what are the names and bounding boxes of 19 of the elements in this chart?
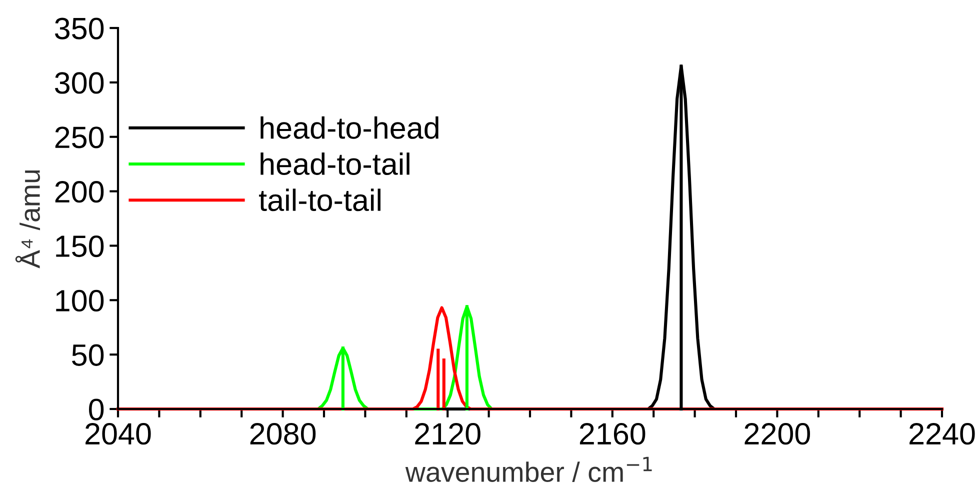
legend-label: head-to-head xyxy=(260,116,438,139)
x-axis-title: wavenumber / cm$^{−1}$ xyxy=(405,456,652,482)
legend-label: tail-to-tail xyxy=(259,188,380,212)
y-tick-label: 100 xyxy=(56,290,104,312)
x-tick-label: 2040 xyxy=(86,423,151,445)
x-tick-label: 2240 xyxy=(910,423,975,445)
y-tick-label: 350 xyxy=(54,18,104,40)
y-tick-label: 150 xyxy=(56,235,104,258)
legend-label: head-to-tail xyxy=(260,152,410,175)
y-axis-title: Å⁴ /amu xyxy=(15,170,40,268)
y-tick-label: 0 xyxy=(89,398,104,420)
y-tick-label: 250 xyxy=(55,126,104,148)
x-tick-label: 2120 xyxy=(415,423,480,445)
x-tick-label: 2200 xyxy=(744,423,810,445)
x-tick-label: 2080 xyxy=(250,423,316,445)
y-tick-label: 200 xyxy=(55,181,104,203)
y-tick-label: 300 xyxy=(54,72,104,94)
x-tick-label: 2160 xyxy=(580,423,646,445)
y-tick-label: 50 xyxy=(72,344,104,366)
